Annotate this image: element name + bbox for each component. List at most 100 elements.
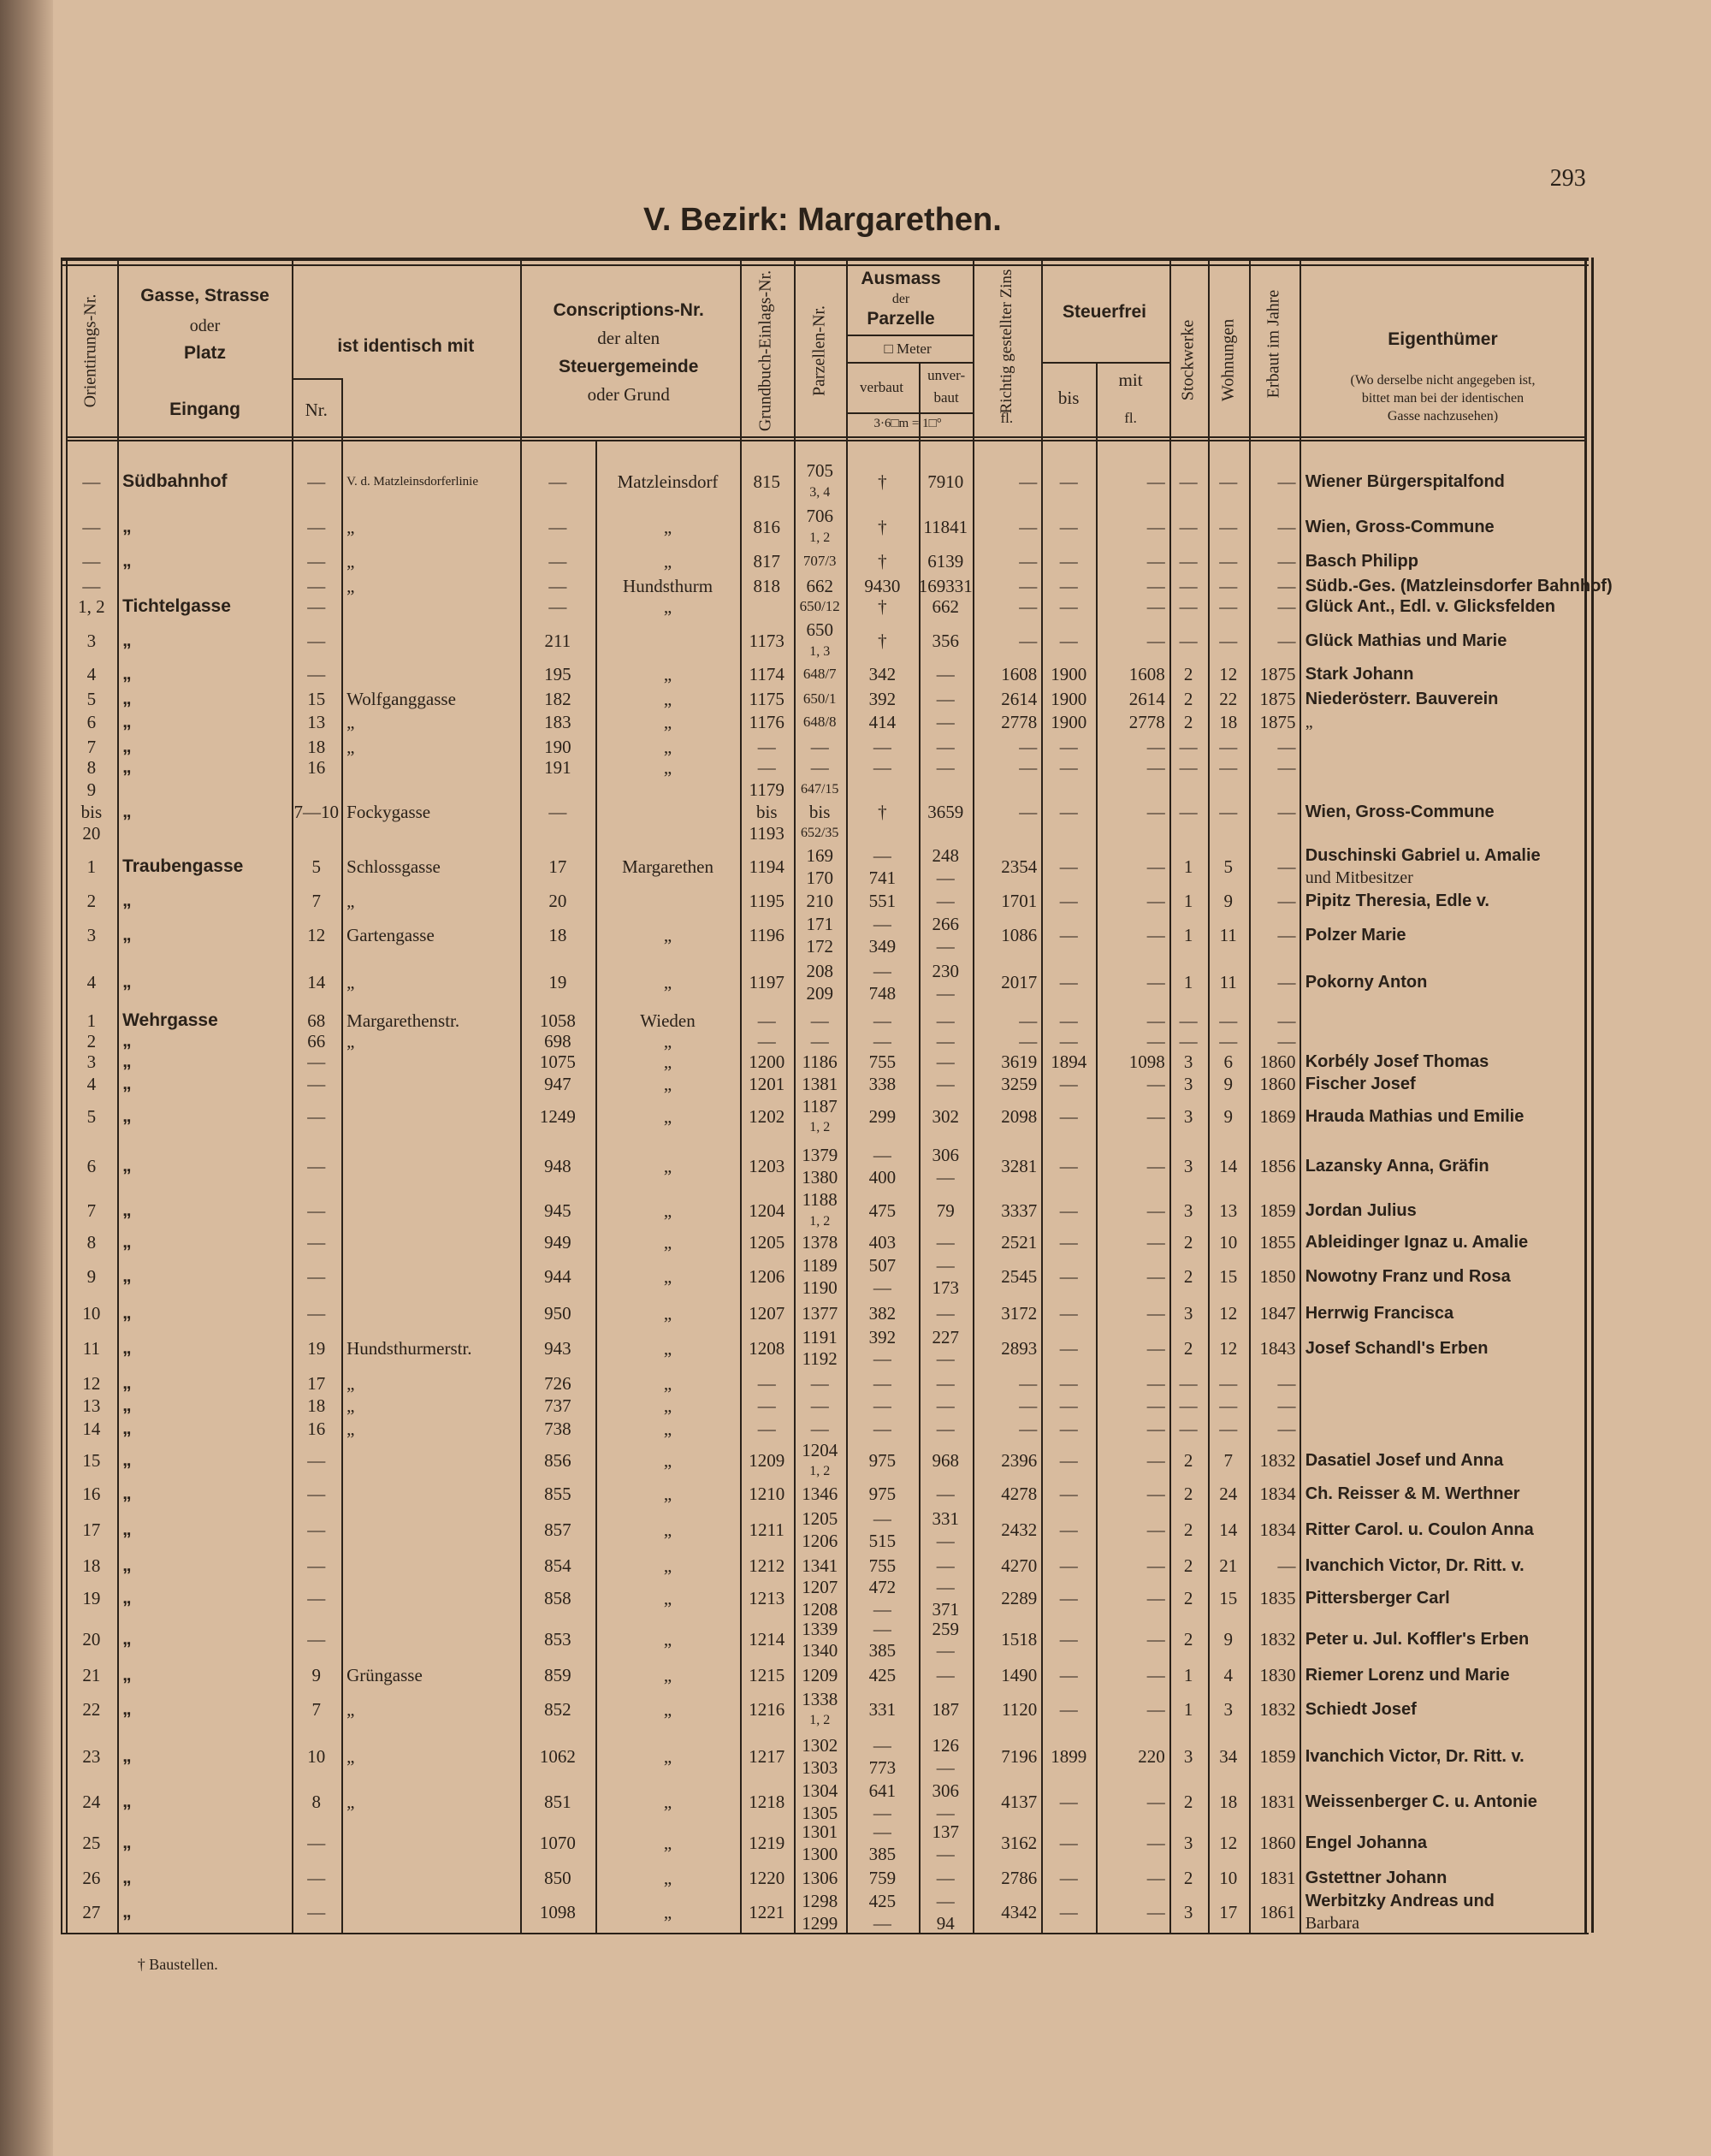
cell: —	[1059, 856, 1078, 877]
cell: „	[122, 1555, 132, 1575]
cell: 818	[753, 575, 781, 596]
header-note: bittet man bei der identischen	[1361, 391, 1525, 406]
cell: Wiener Bürgerspitalfond	[1305, 471, 1505, 491]
page-number: 293	[1549, 165, 1586, 192]
cell: 331	[868, 1699, 897, 1721]
cell: 12	[1219, 663, 1238, 684]
cell: „	[122, 1199, 132, 1220]
cell: „	[663, 971, 672, 992]
cell: „	[122, 516, 132, 536]
cell-line: 1300	[802, 1844, 838, 1865]
cell: 726	[544, 1373, 571, 1395]
cell-line: —	[936, 1167, 955, 1188]
cell: 24	[1219, 1483, 1238, 1504]
cell: 3	[1183, 1833, 1193, 1854]
cell: 195	[544, 663, 571, 684]
cell: 10	[82, 1303, 101, 1324]
cell: —	[1059, 596, 1078, 617]
cell-line: 1206	[802, 1530, 838, 1551]
cell: 26	[82, 1867, 101, 1888]
cell: 2	[1183, 663, 1193, 684]
cell-line: 1338	[802, 1688, 838, 1709]
cell: —	[307, 550, 326, 572]
cell: 1207	[749, 1303, 785, 1324]
cell: —	[1179, 550, 1198, 572]
cell: „	[663, 1156, 672, 1177]
cell: —	[1146, 1419, 1165, 1440]
cell: 34	[1219, 1746, 1238, 1768]
cell: 650/1	[802, 690, 837, 707]
rule	[1207, 257, 1210, 1933]
cell: 1219	[749, 1833, 785, 1854]
cell: 1202	[749, 1106, 785, 1128]
cell: „	[122, 1337, 132, 1358]
cell: —	[1059, 1419, 1078, 1440]
cell: „	[663, 1419, 672, 1440]
cell: Jordan Julius	[1305, 1200, 1417, 1220]
cell: „	[122, 1265, 132, 1286]
cell: Pittersberger Carl	[1305, 1589, 1450, 1608]
rule	[972, 257, 974, 1933]
cell: 18	[307, 736, 326, 757]
cell: 1	[1183, 1699, 1193, 1721]
cell: 1058	[539, 1010, 576, 1031]
cell: 759	[868, 1867, 897, 1888]
cell: —	[1019, 1031, 1038, 1052]
cell: —	[307, 575, 326, 596]
cell: 7—10	[293, 801, 340, 822]
rule	[1169, 257, 1171, 1933]
cell: —	[1059, 1555, 1078, 1576]
cell: 7	[1223, 1450, 1233, 1472]
cell: 25	[82, 1833, 101, 1854]
cell: 4342	[1001, 1901, 1038, 1922]
cell: „	[346, 575, 355, 596]
cell: —	[307, 1901, 326, 1922]
cell: 1859	[1259, 1746, 1296, 1768]
cell: —	[1219, 596, 1238, 617]
cell: —	[1059, 1199, 1078, 1221]
cell: 1875	[1259, 712, 1296, 733]
cell: 1608	[1001, 663, 1038, 684]
cell-line: 1204	[802, 1439, 838, 1460]
cell: —	[1146, 1231, 1165, 1253]
cell: —	[1219, 757, 1238, 779]
cell: —	[1059, 550, 1078, 572]
cell: —	[757, 1010, 776, 1031]
cell-line: 266	[932, 914, 960, 935]
cell: 190	[544, 736, 571, 757]
cell: 5	[1223, 856, 1233, 877]
cell: 3	[1183, 1901, 1193, 1922]
cell: —	[1219, 575, 1238, 596]
cell: „	[663, 1867, 672, 1888]
cell: 648/8	[802, 714, 837, 731]
cell: —	[307, 1629, 326, 1650]
cell: „	[346, 712, 355, 733]
cell: 4	[86, 971, 97, 992]
cell: 851	[544, 1792, 571, 1813]
cell-line: —	[936, 1530, 955, 1551]
cell: 2	[86, 1031, 97, 1052]
cell: 2	[1183, 1265, 1193, 1287]
cell: —	[1059, 1450, 1078, 1472]
cell: 6	[86, 1156, 97, 1177]
cell: 1832	[1259, 1699, 1296, 1721]
cell: 19	[548, 971, 567, 992]
cell: —	[1019, 801, 1038, 822]
cell: —	[1146, 1156, 1165, 1177]
cell: —	[1219, 1419, 1238, 1440]
cell: —	[1146, 575, 1165, 596]
cell: —	[1146, 1519, 1165, 1540]
cell: 19	[82, 1588, 101, 1609]
cell: 14	[82, 1419, 101, 1440]
cell: 1	[86, 856, 97, 877]
cell: 11	[1219, 925, 1237, 946]
cell: 18	[1219, 712, 1238, 733]
cell-line: 1299	[802, 1912, 838, 1934]
cell: 3659	[927, 801, 964, 822]
cell-line: 1190	[802, 1276, 838, 1298]
cell: „	[663, 663, 672, 684]
cell: „	[663, 1031, 672, 1052]
cell-line: —	[936, 1348, 955, 1370]
cell-line: 306	[932, 1145, 960, 1166]
cell: 855	[544, 1483, 571, 1504]
